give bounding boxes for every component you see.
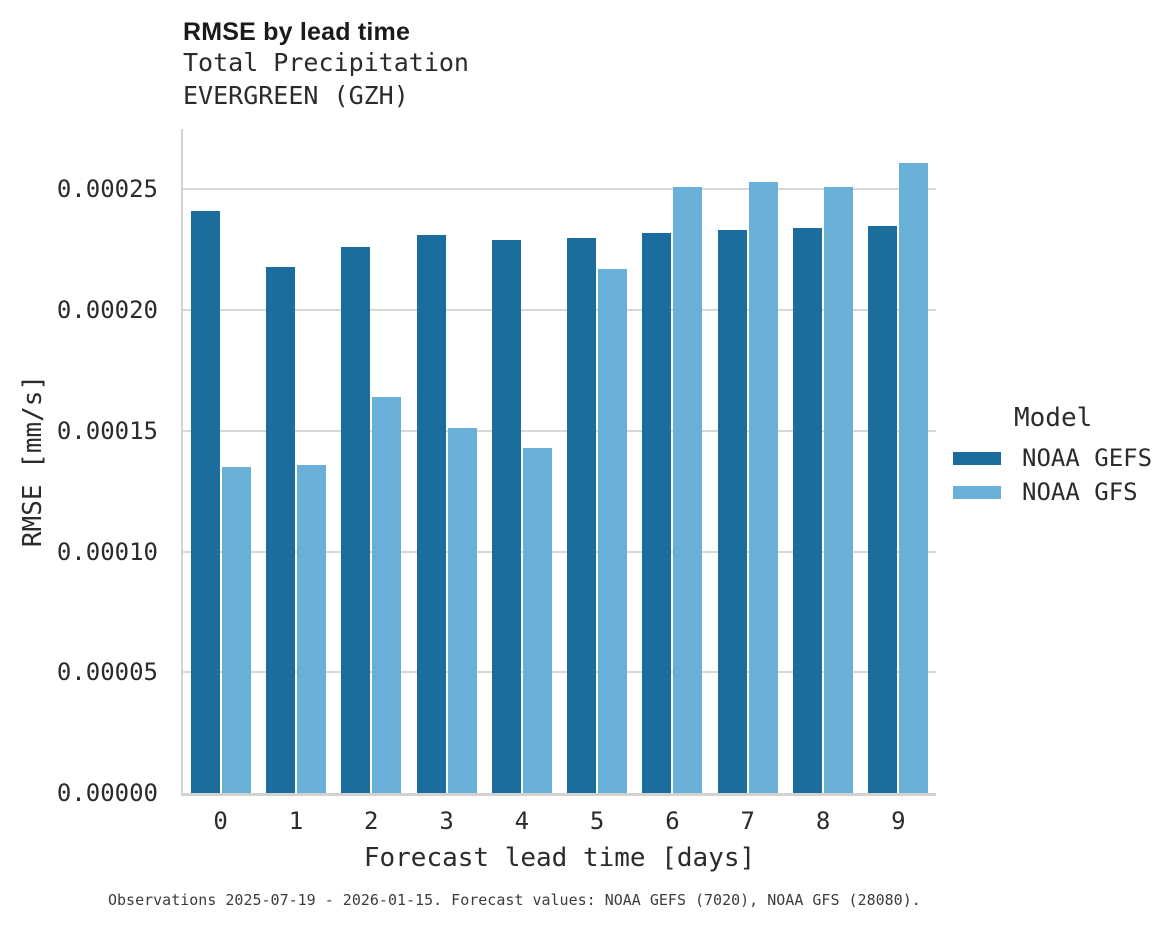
y-axis-tick-labels: 0.00000 0.00005 0.00010 0.00015 0.00020 0.000…: [0, 129, 158, 805]
x-axis-tick-label-8: 8: [815, 807, 831, 835]
y-axis-title: RMSE [mm/s]: [18, 374, 48, 548]
bar-noaa-gefs-day-4: [491, 240, 521, 793]
bar-noaa-gefs-day-2: [341, 247, 371, 793]
legend-swatch-noaa-gefs: [953, 451, 1001, 465]
y-axis-tick-label-0.00010: 0.00010: [56, 537, 158, 566]
x-axis-tick-label-6: 6: [665, 807, 680, 835]
bar-noaa-gefs-day-9: [868, 225, 898, 793]
legend-title: Model: [1014, 403, 1093, 433]
legend-label-noaa-gfs: NOAA GFS: [1022, 478, 1138, 506]
x-axis-tick-label-0: 0: [213, 807, 228, 835]
y-axis-tick-label-0.00015: 0.00015: [56, 416, 158, 445]
x-axis-tick-label-1: 1: [288, 807, 304, 835]
chart-subtitle-line1: Total Precipitation: [183, 48, 469, 77]
x-axis-tick-label-2: 2: [364, 807, 379, 835]
x-axis-tick-label-4: 4: [514, 807, 530, 835]
legend-entry-noaa-gefs: NOAA GEFS: [953, 441, 1175, 475]
gridline-y-0.00010: [183, 550, 936, 553]
chart-header: RMSE by lead time Total Precipitation EV…: [183, 18, 469, 112]
y-axis-tick-label-0.00005: 0.00005: [56, 658, 158, 687]
x-axis-title: Forecast lead time [days]: [363, 843, 756, 873]
chart-title: RMSE by lead time: [183, 18, 411, 46]
bar-noaa-gefs-day-0: [190, 211, 220, 793]
plot-area: [180, 129, 936, 796]
gridline-y-0.00005: [183, 671, 936, 674]
bar-noaa-gefs-day-7: [717, 230, 747, 793]
y-axis-tick-label-0.00025: 0.00025: [56, 175, 158, 204]
bar-noaa-gfs-day-3: [447, 428, 477, 793]
legend-swatch-noaa-gfs: [953, 485, 1001, 499]
bar-noaa-gfs-day-7: [748, 182, 778, 793]
legend-entry-noaa-gfs: NOAA GFS: [953, 475, 1175, 509]
x-axis-line: [180, 793, 936, 796]
y-axis-tick-label-0.00020: 0.00020: [56, 296, 158, 325]
bar-noaa-gefs-day-8: [793, 228, 823, 793]
gridline-y-0.00020: [183, 309, 936, 312]
bar-noaa-gfs-day-5: [598, 269, 628, 793]
bar-noaa-gfs-day-1: [296, 464, 326, 793]
y-axis-tick-label-0.00000: 0.00000: [56, 779, 158, 807]
gridline-y-0.00015: [183, 429, 936, 432]
bar-noaa-gfs-day-9: [899, 162, 929, 793]
x-axis-tick-label-3: 3: [439, 807, 454, 835]
bar-noaa-gfs-day-6: [673, 186, 703, 793]
bar-noaa-gefs-day-6: [642, 232, 672, 793]
legend-label-noaa-gefs: NOAA GEFS: [1022, 444, 1153, 472]
x-axis-tick-label-9: 9: [891, 807, 906, 835]
bar-noaa-gfs-day-8: [824, 186, 854, 793]
bar-noaa-gfs-day-0: [221, 467, 251, 793]
bar-noaa-gfs-day-4: [522, 447, 552, 793]
chart-subtitle-line2: EVERGREEN (GZH): [183, 81, 409, 110]
bar-noaa-gefs-day-5: [567, 237, 597, 793]
x-axis-tick-labels: 0 1 2 3 4 5 6 7 8 9: [183, 809, 936, 839]
bar-noaa-gefs-day-3: [416, 235, 446, 793]
y-axis-spine: [180, 129, 183, 796]
legend-rows: NOAA GEFS NOAA GFS: [953, 441, 1175, 509]
x-axis-tick-label-7: 7: [740, 807, 755, 835]
x-axis-tick-label-5: 5: [589, 807, 605, 835]
bar-noaa-gfs-day-2: [372, 397, 402, 793]
caption: Observations 2025-07-19 - 2026-01-15. Fo…: [108, 891, 921, 909]
gridline-y-0.00025: [183, 188, 936, 191]
bar-noaa-gefs-day-1: [265, 266, 295, 793]
legend: Model NOAA GEFS NOAA GFS: [953, 402, 1175, 509]
